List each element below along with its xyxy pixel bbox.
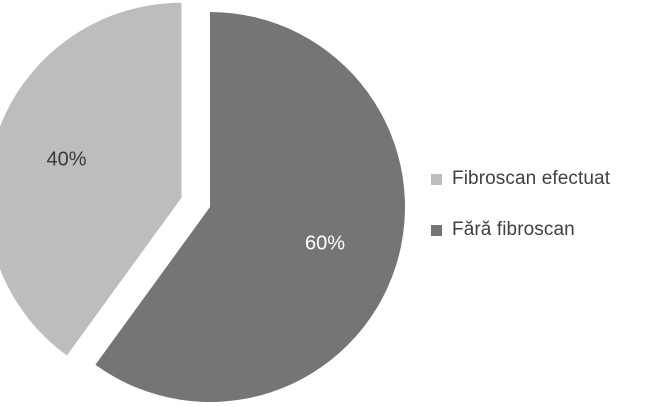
legend-swatch-fibroscan-efectuat (431, 173, 442, 185)
chart-legend: Fibroscan efectuat Fără fibroscan (431, 167, 647, 269)
pie-slice-fibroscan-efectuat (0, 2, 182, 356)
legend-item-fibroscan-efectuat: Fibroscan efectuat (431, 167, 647, 191)
legend-label-fara-fibroscan: Fără fibroscan (452, 219, 575, 240)
data-label-fibroscan-efectuat: 40% (46, 149, 86, 171)
pie-slice-fara-fibroscan (95, 12, 406, 402)
legend-item-fara-fibroscan: Fără fibroscan (431, 218, 647, 242)
legend-label-fibroscan-efectuat: Fibroscan efectuat (452, 168, 611, 189)
legend-swatch-fara-fibroscan (431, 224, 442, 236)
data-label-fara-fibroscan: 60% (305, 233, 345, 255)
